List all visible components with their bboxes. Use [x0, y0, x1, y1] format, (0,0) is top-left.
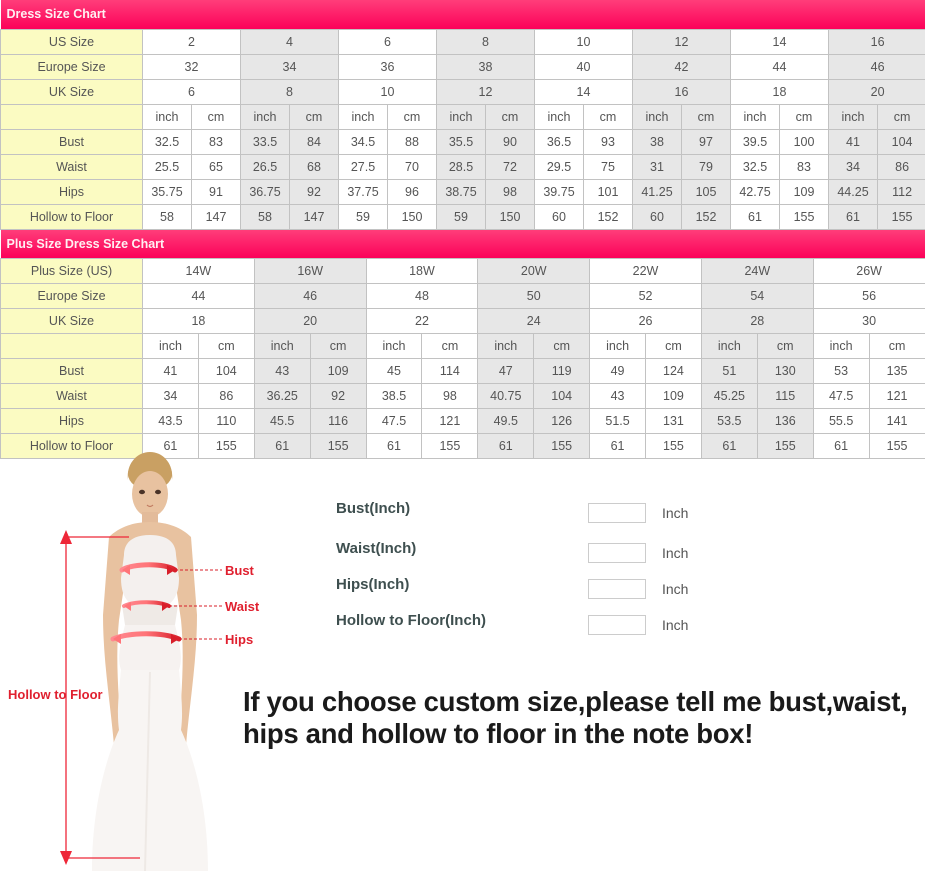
svg-text:Bust: Bust [225, 563, 255, 578]
svg-text:Hollow to Floor: Hollow to Floor [8, 687, 103, 702]
svg-text:Waist: Waist [225, 599, 260, 614]
svg-text:Hips: Hips [225, 632, 253, 647]
